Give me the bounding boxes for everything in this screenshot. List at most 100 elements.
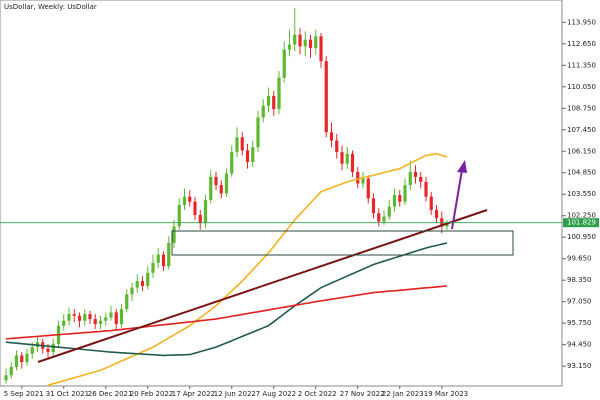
- y-tick-label: 110.050: [567, 83, 596, 91]
- candle-body: [282, 49, 286, 78]
- candle-body: [98, 320, 103, 325]
- candle-body: [366, 178, 370, 199]
- y-tick-label: 94.450: [567, 341, 592, 349]
- y-tick-label: 112.650: [567, 40, 596, 48]
- y-tick-label: 103.550: [567, 190, 596, 198]
- candle-body: [314, 36, 318, 48]
- candle-body: [161, 254, 166, 267]
- x-tick-label: 17 Apr 2022: [172, 390, 215, 398]
- candle-body: [272, 95, 276, 110]
- y-tick-label: 95.750: [567, 319, 592, 327]
- candle-body: [335, 140, 339, 153]
- candle-body: [387, 206, 391, 217]
- x-tick-label: 26 Dec 2021: [88, 390, 133, 398]
- candle-body: [203, 200, 208, 224]
- candle-body: [240, 137, 244, 151]
- candle-body: [146, 272, 150, 286]
- y-tick-label: 100.950: [567, 233, 596, 241]
- candle-body: [198, 214, 202, 224]
- x-tick-label: 27 Nov 2022: [340, 390, 385, 398]
- candle-body: [287, 44, 292, 50]
- candle-body: [429, 196, 433, 210]
- candle-body: [177, 204, 181, 227]
- indicator-line: [47, 152, 448, 386]
- x-tick-label: 12 Jun 2022: [214, 390, 256, 398]
- candle-body: [4, 375, 8, 381]
- candle-body: [182, 196, 187, 205]
- candle-body: [9, 366, 13, 376]
- candle-body: [245, 150, 250, 163]
- trend-line: [37, 209, 488, 363]
- candle-body: [20, 355, 24, 363]
- candle-body: [119, 309, 124, 325]
- y-tick-label: 106.150: [567, 147, 596, 155]
- current-price-label: 101.829: [567, 219, 596, 227]
- y-tick-label: 111.350: [567, 61, 596, 69]
- y-tick-label: 113.950: [567, 18, 596, 26]
- candle-body: [251, 147, 255, 163]
- candle-body: [235, 137, 239, 153]
- candle-body: [434, 209, 439, 219]
- candle-body: [125, 294, 129, 310]
- candle-body: [224, 173, 229, 194]
- x-tick-label: 22 Jan 2023: [382, 390, 424, 398]
- candle-body: [88, 314, 92, 320]
- y-tick-label: 93.150: [567, 362, 592, 370]
- candle-body: [188, 196, 192, 202]
- candle-body: [93, 319, 97, 325]
- x-tick-label: 31 Oct 2021: [46, 390, 89, 398]
- indicator-line: [5, 285, 448, 340]
- candle-body: [167, 243, 171, 267]
- candle-body: [319, 36, 323, 62]
- candle-body: [230, 152, 234, 174]
- candle-body: [83, 314, 87, 321]
- candle-body: [403, 185, 407, 202]
- candle-body: [114, 312, 118, 325]
- candle-body: [293, 34, 297, 45]
- candle-body: [193, 201, 197, 215]
- candle-body: [340, 152, 344, 164]
- candle-body: [308, 39, 313, 48]
- marks: [4, 8, 449, 386]
- candle-body: [408, 171, 412, 186]
- plot-frame: [0, 0, 563, 387]
- candle-body: [361, 178, 365, 184]
- candle-body: [256, 117, 260, 148]
- chart-title: UsDollar, Weekly: UsDollar: [4, 3, 97, 11]
- y-tick-label: 102.250: [567, 212, 596, 220]
- candle-body: [109, 312, 113, 318]
- x-tick-label: 20 Feb 2022: [130, 390, 174, 398]
- candle-body: [377, 213, 381, 222]
- candle-body: [172, 226, 176, 244]
- y-tick-label: 99.650: [567, 255, 592, 263]
- candle-body: [266, 95, 271, 106]
- candle-body: [130, 287, 134, 295]
- candle-body: [25, 353, 29, 363]
- candle-body: [382, 216, 386, 222]
- candle-body: [303, 39, 307, 47]
- y-tick-label: 108.750: [567, 104, 596, 112]
- candle-body: [345, 153, 349, 164]
- x-tick-label: 5 Sep 2021: [4, 390, 44, 398]
- x-tick-label: 7 Aug 2022: [256, 390, 296, 398]
- candle-body: [72, 314, 76, 316]
- candle-body: [30, 347, 34, 354]
- candle-body: [413, 171, 418, 177]
- candle-body: [156, 254, 160, 263]
- arrow-head: [457, 160, 467, 173]
- indicator-line: [5, 242, 448, 357]
- y-tick-label: 104.850: [567, 169, 596, 177]
- candle-body: [329, 132, 334, 141]
- candle-body: [209, 176, 213, 201]
- arrow-shaft: [451, 169, 463, 230]
- candle-body: [151, 262, 155, 273]
- candle-body: [324, 61, 328, 133]
- candle-body: [298, 34, 302, 47]
- candle-body: [14, 355, 19, 367]
- current-price-box: [563, 218, 599, 228]
- candle-body: [46, 348, 50, 353]
- candle-body: [135, 281, 139, 288]
- y-tick-label: 107.450: [567, 126, 596, 134]
- zone-box: [171, 230, 514, 256]
